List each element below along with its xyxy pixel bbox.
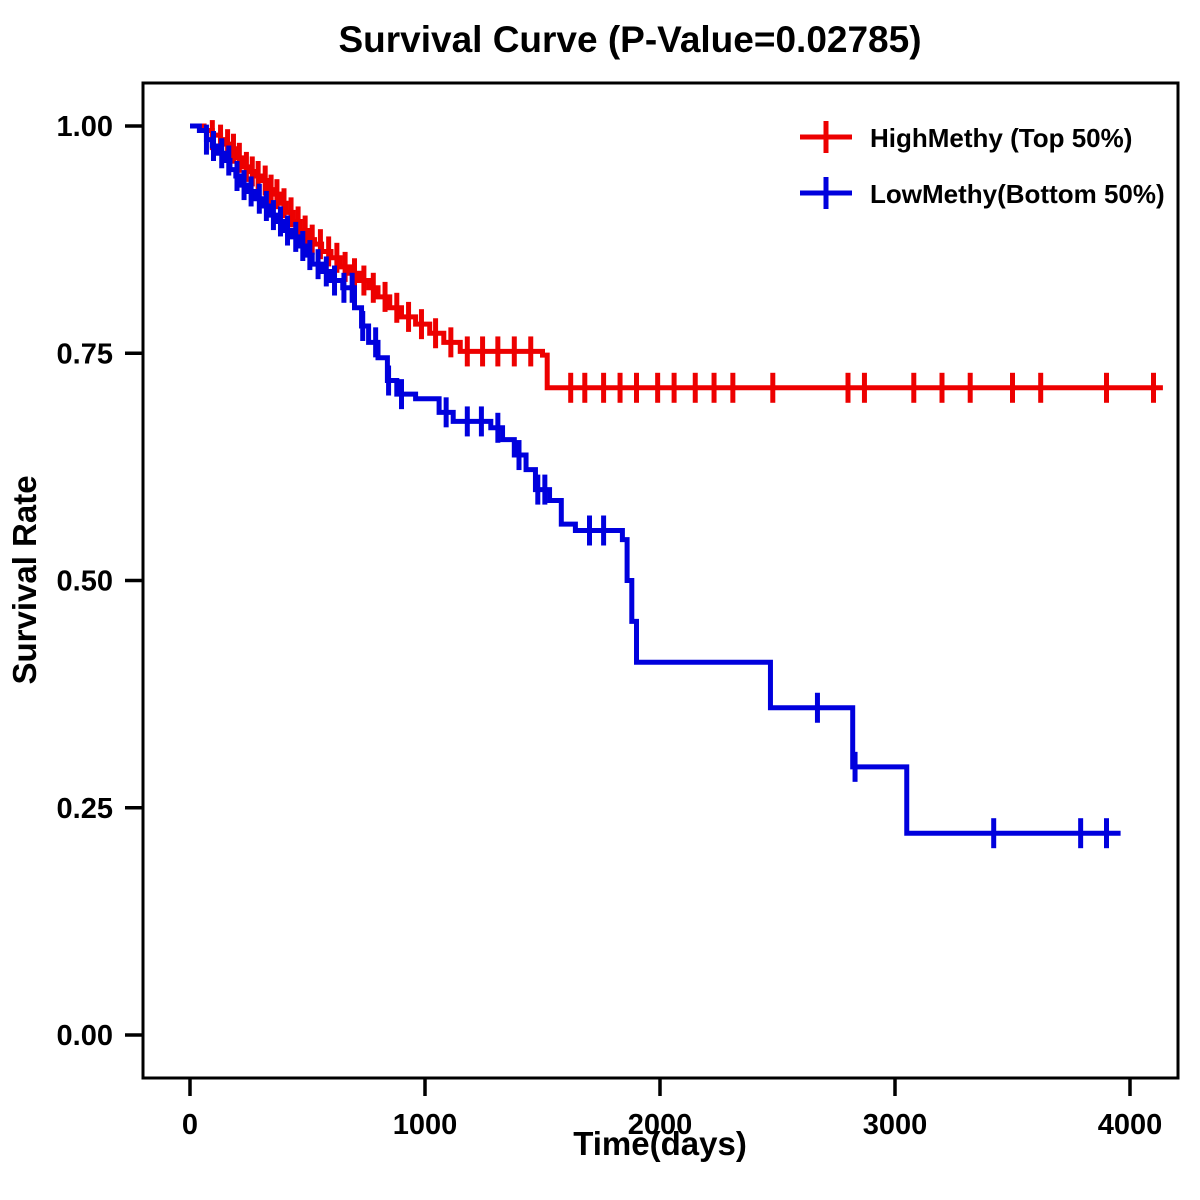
y-tick-label: 1.00 [57,111,113,143]
survival-curve-high [190,120,1163,403]
x-tick-label: 1000 [393,1109,458,1141]
y-axis-ticks: 0.00 0.25 0.50 0.75 1.00 [57,111,143,1052]
y-axis-title: Survival Rate [6,475,43,684]
survival-curve-low [190,123,1121,849]
chart-legend: HighMethy (Top 50%) LowMethy(Bottom 50%) [800,121,1165,209]
y-tick-label: 0.50 [57,566,113,598]
legend-item-label[interactable]: LowMethy(Bottom 50%) [870,179,1165,209]
x-axis-title: Time(days) [573,1125,747,1162]
km-step-line [190,123,1121,836]
x-tick-label: 4000 [1098,1109,1163,1141]
survival-series-group [190,120,1163,849]
x-tick-label: 2000 [628,1109,693,1141]
x-axis-ticks: 0 1000 2000 3000 4000 [182,1078,1162,1141]
y-tick-label: 0.75 [57,338,113,370]
y-tick-label: 0.25 [57,793,113,825]
x-tick-label: 3000 [863,1109,928,1141]
chart-title: Survival Curve (P-Value=0.02785) [338,19,921,60]
legend-item-label[interactable]: HighMethy (Top 50%) [870,123,1132,153]
y-tick-label: 0.00 [57,1020,113,1052]
x-tick-label: 0 [182,1109,198,1141]
